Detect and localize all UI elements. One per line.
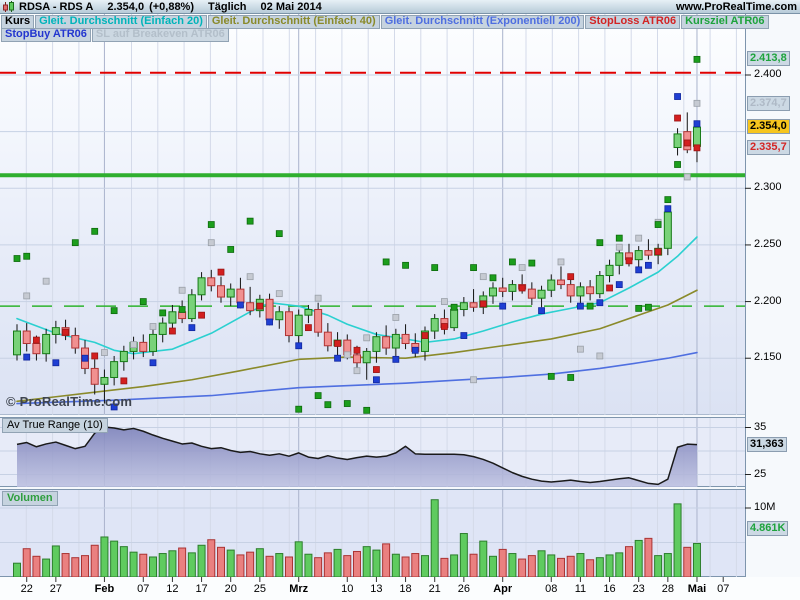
legend-item-gleit-durchschnitt-einfach-20[interactable]: Gleit. Durchschnitt (Einfach 20) xyxy=(35,15,207,29)
x-axis-tick-label: 20 xyxy=(224,583,237,595)
x-axis-tick-label: 22 xyxy=(20,583,33,595)
x-axis-tick-label: 16 xyxy=(603,583,616,595)
price-axis-label: 2.250 xyxy=(754,237,782,250)
atr-axis-label: 25 xyxy=(754,467,767,480)
volume-value-box: 4.861K xyxy=(747,521,789,537)
atr-value-box: 31,363 xyxy=(747,436,787,452)
x-axis-tick-label: 18 xyxy=(399,583,412,595)
x-axis-tick-label: 07 xyxy=(717,583,730,595)
price-panel[interactable] xyxy=(0,14,745,415)
price-change: (+0,88%) xyxy=(149,0,195,13)
price-level-box: 2.354,0 xyxy=(747,119,790,135)
legend-item-kursziel-atr06[interactable]: Kursziel ATR06 xyxy=(681,15,769,29)
price-level-box: 2.413,8 xyxy=(747,51,790,67)
timeframe: Täglich xyxy=(208,0,247,13)
legend-item-sl-auf-breakeven-atr06[interactable]: SL auf Breakeven ATR06 xyxy=(91,28,229,42)
legend-row-2: StopBuy ATR06 SL auf Breakeven ATR06 xyxy=(1,28,229,42)
volume-pane-label[interactable]: Volumen xyxy=(2,491,58,506)
x-axis-tick-label: 23 xyxy=(632,583,645,595)
x-axis-tick-label: Feb xyxy=(94,583,115,595)
x-axis-tick-label: 07 xyxy=(137,583,150,595)
x-axis-tick-label: 27 xyxy=(49,583,62,595)
x-axis-tick-label: Apr xyxy=(493,583,513,595)
x-axis-tick-label: 26 xyxy=(457,583,470,595)
x-axis-tick-label: 10 xyxy=(341,583,354,595)
last-price: 2.354,0 xyxy=(107,0,145,13)
x-axis-tick-label: 21 xyxy=(428,583,441,595)
x-axis-tick-label: 17 xyxy=(195,583,208,595)
x-axis-tick-label: 28 xyxy=(661,583,674,595)
legend-item-stoploss-atr06[interactable]: StopLoss ATR06 xyxy=(585,15,681,29)
price-axis-label: 2.150 xyxy=(754,351,782,364)
website-watermark: www.ProRealTime.com xyxy=(675,1,797,13)
atr-axis-label: 35 xyxy=(754,420,767,433)
x-axis-tick-label: 11 xyxy=(574,583,587,595)
x-axis-tick-label: Mrz xyxy=(289,583,309,595)
legend-row-1: Kurs Gleit. Durchschnitt (Einfach 20) Glei… xyxy=(1,15,769,29)
price-level-box: 2.335,7 xyxy=(747,139,790,155)
x-axis-tick-label: 25 xyxy=(253,583,266,595)
chart-date: 02 Mai 2014 xyxy=(260,0,322,13)
legend-item-kurs[interactable]: Kurs xyxy=(1,15,35,29)
symbol-name: RDSA - RDS A xyxy=(19,0,94,13)
legend-item-gleit-durchschnitt-einfach-40[interactable]: Gleit. Durchschnitt (Einfach 40) xyxy=(207,15,380,29)
price-axis-label: 2.300 xyxy=(754,181,782,194)
volume-axis-label: 10M xyxy=(754,501,776,513)
legend-item-gleit-durchschnitt-exponentiell-200[interactable]: Gleit. Durchschnitt (Exponentiell 200) xyxy=(380,15,585,29)
atr-panel[interactable] xyxy=(0,417,745,487)
x-axis-tick-label: 12 xyxy=(166,583,179,595)
atr-pane-label[interactable]: Av True Range (10) xyxy=(2,418,108,433)
legend-item-stopbuy-atr06[interactable]: StopBuy ATR06 xyxy=(1,28,91,42)
price-axis-label: 2.200 xyxy=(754,294,782,307)
copyright-watermark: © ProRealTime.com xyxy=(6,394,133,409)
x-axis-tick-label: 13 xyxy=(370,583,383,595)
price-level-box: 2.374,7 xyxy=(747,95,790,111)
price-axis-label: 2.400 xyxy=(754,68,782,80)
time-x-axis[interactable] xyxy=(0,577,800,600)
title-bar: RDSA - RDS A 2.354,0 (+0,88%) Täglich 02… xyxy=(0,0,800,14)
candlestick-icon xyxy=(3,0,14,12)
x-axis-tick-label: Mai xyxy=(687,583,707,595)
volume-panel[interactable] xyxy=(0,489,745,577)
x-axis-tick-label: 08 xyxy=(545,583,558,595)
